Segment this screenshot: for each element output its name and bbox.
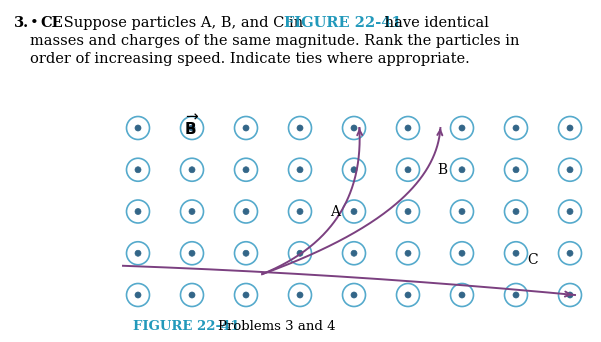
Circle shape xyxy=(567,125,573,131)
Text: CE: CE xyxy=(40,16,63,30)
Text: C: C xyxy=(527,253,537,267)
Circle shape xyxy=(513,292,519,298)
Circle shape xyxy=(459,292,465,298)
Circle shape xyxy=(297,125,303,131)
Circle shape xyxy=(513,250,519,256)
Circle shape xyxy=(135,167,141,173)
Circle shape xyxy=(405,209,411,214)
Circle shape xyxy=(459,250,465,256)
Text: •: • xyxy=(30,16,38,30)
Circle shape xyxy=(513,125,519,131)
Text: 3.: 3. xyxy=(14,16,29,30)
Circle shape xyxy=(297,292,303,298)
Circle shape xyxy=(243,292,249,298)
Text: FIGURE 22-41: FIGURE 22-41 xyxy=(133,320,240,333)
Circle shape xyxy=(459,167,465,173)
Circle shape xyxy=(351,125,357,131)
Circle shape xyxy=(351,167,357,173)
Circle shape xyxy=(405,167,411,173)
Circle shape xyxy=(405,250,411,256)
Circle shape xyxy=(459,125,465,131)
Text: order of increasing speed. Indicate ties where appropriate.: order of increasing speed. Indicate ties… xyxy=(30,52,470,66)
Circle shape xyxy=(567,167,573,173)
Text: masses and charges of the same magnitude. Rank the particles in: masses and charges of the same magnitude… xyxy=(30,34,519,48)
Circle shape xyxy=(297,250,303,256)
Circle shape xyxy=(189,292,195,298)
Circle shape xyxy=(135,209,141,214)
Text: Suppose particles A, B, and C in: Suppose particles A, B, and C in xyxy=(59,16,308,30)
Circle shape xyxy=(297,209,303,214)
Circle shape xyxy=(189,167,195,173)
Circle shape xyxy=(243,167,249,173)
Circle shape xyxy=(189,209,195,214)
Circle shape xyxy=(351,250,357,256)
Circle shape xyxy=(513,209,519,214)
Circle shape xyxy=(243,125,249,131)
Circle shape xyxy=(405,292,411,298)
Circle shape xyxy=(567,292,573,298)
Circle shape xyxy=(135,292,141,298)
Circle shape xyxy=(567,209,573,214)
Circle shape xyxy=(567,250,573,256)
Circle shape xyxy=(459,209,465,214)
Text: A: A xyxy=(330,205,340,219)
Text: B: B xyxy=(438,163,448,177)
Text: Problems 3 and 4: Problems 3 and 4 xyxy=(218,320,335,333)
Circle shape xyxy=(405,125,411,131)
Circle shape xyxy=(351,292,357,298)
Text: $\overrightarrow{\mathbf{B}}$: $\overrightarrow{\mathbf{B}}$ xyxy=(185,114,200,138)
Circle shape xyxy=(513,167,519,173)
Text: FIGURE 22-41: FIGURE 22-41 xyxy=(284,16,401,30)
Circle shape xyxy=(135,125,141,131)
Circle shape xyxy=(297,167,303,173)
Circle shape xyxy=(351,209,357,214)
Circle shape xyxy=(243,250,249,256)
Circle shape xyxy=(189,250,195,256)
Circle shape xyxy=(135,250,141,256)
Text: have identical: have identical xyxy=(380,16,489,30)
Circle shape xyxy=(243,209,249,214)
Circle shape xyxy=(189,125,195,131)
